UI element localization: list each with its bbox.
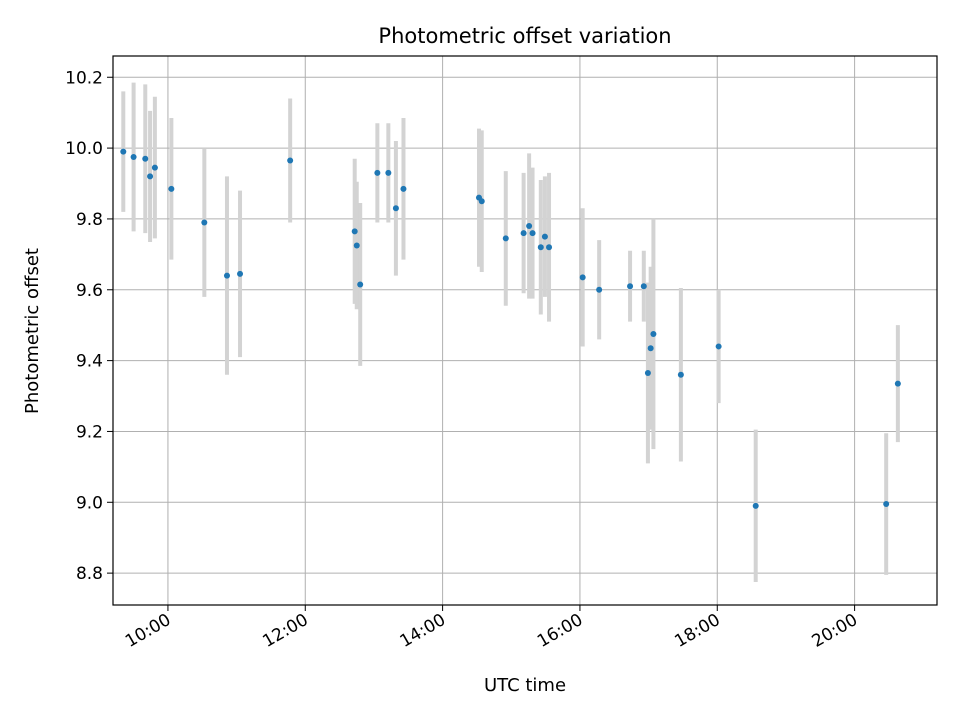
y-tick-label: 9.4 [76,352,103,372]
data-point [201,219,208,226]
plot-frame [112,55,938,606]
data-point [400,185,407,192]
data-point [374,169,381,176]
data-point [537,244,544,251]
data-point [596,286,603,293]
data-point [546,244,553,251]
y-tick-label: 10.0 [65,139,103,159]
y-tick-label: 9.6 [76,281,103,301]
data-point [147,173,154,180]
y-axis: 8.8 9.0 9.2 9.4 9.6 9.8 10.0 10.2 [65,68,113,584]
y-tick-label: 10.2 [65,68,103,88]
data-point [640,283,647,290]
data-point [353,242,360,249]
data-point [357,281,364,288]
data-point [520,230,527,237]
y-axis-label: Photometric offset [22,248,43,414]
data-point [130,153,137,160]
data-point [627,283,634,290]
y-tick-label: 8.8 [76,564,103,584]
data-point [120,148,127,155]
data-point [677,371,684,378]
data-point [385,169,392,176]
data-point [541,233,548,240]
data-point [351,228,358,235]
data-point [287,157,294,164]
data-point [529,230,536,237]
data-point [151,164,158,171]
data-point [752,502,759,509]
data-point [715,343,722,350]
y-tick-label: 9.2 [76,422,103,442]
data-point [502,235,509,242]
x-axis-label: UTC time [484,675,566,696]
data-point [478,198,485,205]
data-point [526,223,533,230]
y-tick-label: 9.8 [76,210,103,230]
data-point [392,205,399,212]
data-point [237,270,244,277]
data-point [223,272,230,279]
y-tick-label: 9.0 [76,493,103,513]
data-point [894,380,901,387]
data-point [647,345,654,352]
data-point [644,370,651,377]
data-point [168,185,175,192]
data-point [579,274,586,281]
chart-title: Photometric offset variation [378,24,671,48]
data-point [142,155,149,162]
data-points [120,148,901,509]
data-point [883,501,890,508]
data-point [650,331,657,338]
